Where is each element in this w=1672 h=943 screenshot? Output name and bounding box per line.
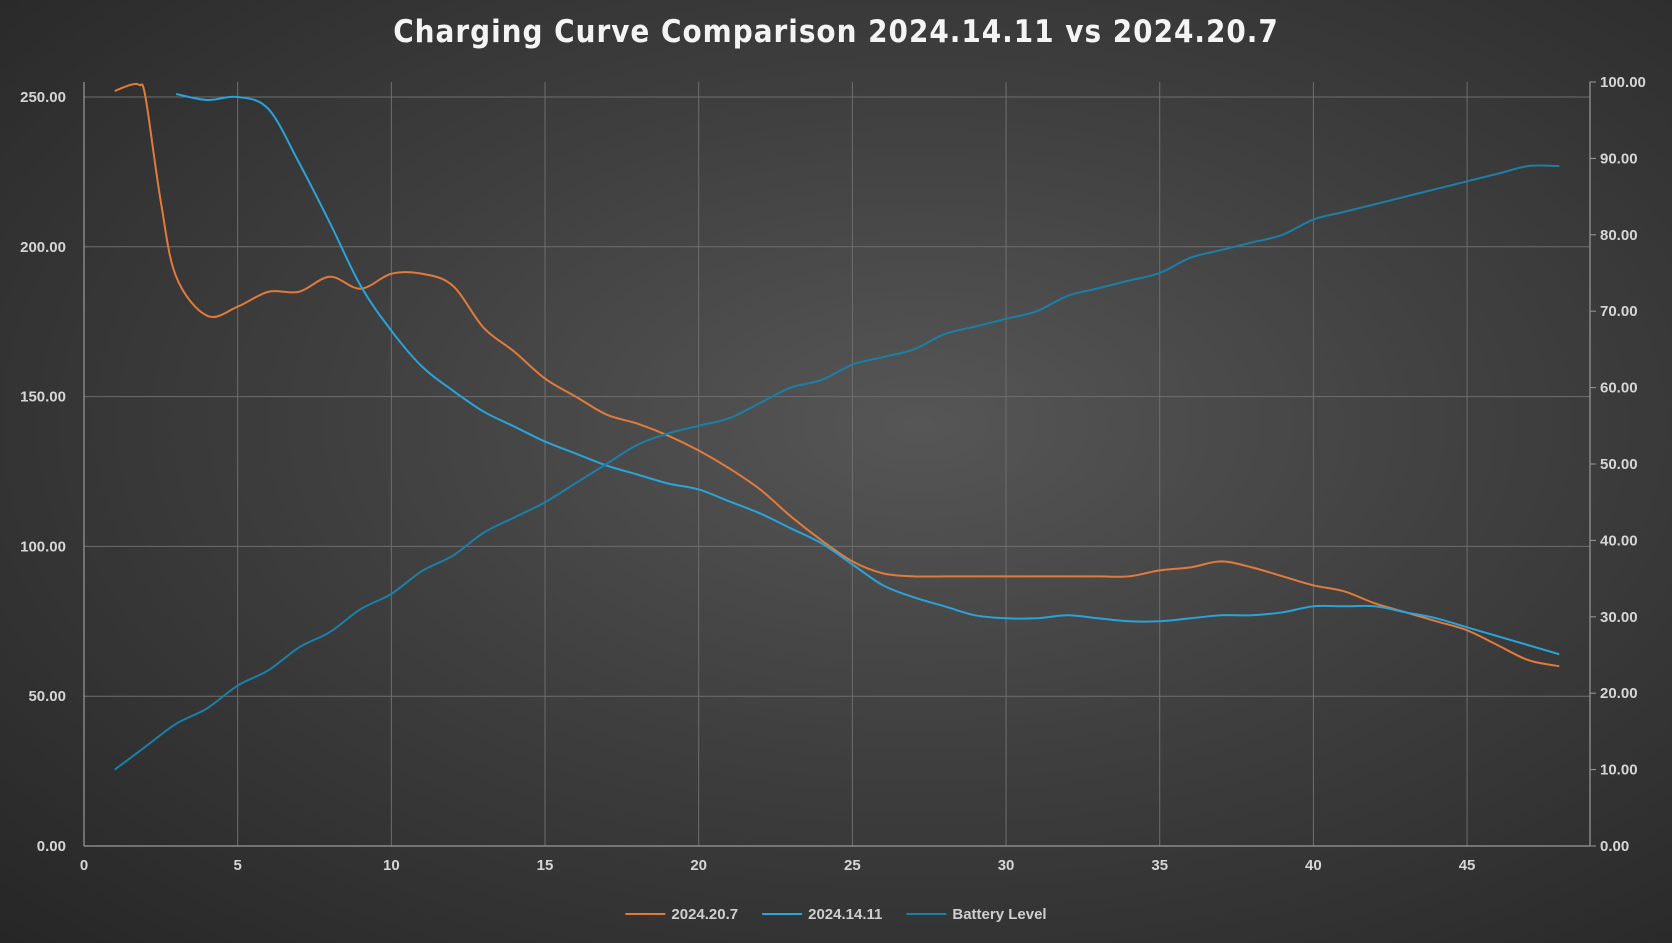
y-right-tick-label: 40.00 — [1600, 532, 1638, 549]
chart-title: Charging Curve Comparison 2024.14.11 vs … — [393, 14, 1279, 50]
series-line-2024-14-11 — [175, 92, 1560, 656]
y-right-tick-label: 30.00 — [1600, 609, 1638, 626]
y-right-tick-label: 100.00 — [1600, 74, 1646, 91]
series-line-battery-level — [114, 164, 1560, 771]
y-left-tick-label: 100.00 — [20, 538, 66, 555]
y-right-tick-label: 0.00 — [1600, 838, 1629, 855]
series-line-2024-20-7 — [114, 82, 1560, 668]
y-right-tick-label: 10.00 — [1600, 762, 1638, 779]
y-left-tick-label: 50.00 — [28, 688, 66, 705]
x-tick-label: 35 — [1151, 857, 1168, 874]
y-right-tick-label: 90.00 — [1600, 150, 1638, 167]
y-left-tick-label: 250.00 — [20, 89, 66, 106]
y-right-tick-label: 80.00 — [1600, 227, 1638, 244]
y-left-tick-label: 200.00 — [20, 239, 66, 256]
legend-label: 2024.20.7 — [671, 906, 738, 923]
grid-lines — [84, 82, 1590, 846]
x-tick-label: 0 — [80, 857, 88, 874]
y-right-tick-label: 50.00 — [1600, 456, 1638, 473]
series-lines — [114, 82, 1560, 771]
x-tick-label: 10 — [383, 857, 400, 874]
x-tick-label: 40 — [1305, 857, 1322, 874]
legend-label: 2024.14.11 — [808, 906, 882, 923]
x-tick-label: 25 — [844, 857, 861, 874]
y-left-tick-label: 150.00 — [20, 389, 66, 406]
y-right-tick-label: 20.00 — [1600, 685, 1638, 702]
legend-label: Battery Level — [952, 906, 1046, 923]
axes: 0 5 10 15 20 25 30 35 40 45 0.00 50.00 100.00 150.00 2… — [20, 74, 1646, 874]
x-tick-label: 5 — [234, 857, 242, 874]
x-tick-label: 30 — [998, 857, 1015, 874]
legend: 2024.20.7 2024.14.11 Battery Level — [625, 906, 1047, 923]
x-tick-label: 15 — [537, 857, 554, 874]
x-tick-label: 45 — [1459, 857, 1476, 874]
x-tick-label: 20 — [690, 857, 707, 874]
y-right-tick-label: 60.00 — [1600, 380, 1638, 397]
y-right-tick-label: 70.00 — [1600, 303, 1638, 320]
y-left-tick-label: 0.00 — [37, 838, 66, 855]
